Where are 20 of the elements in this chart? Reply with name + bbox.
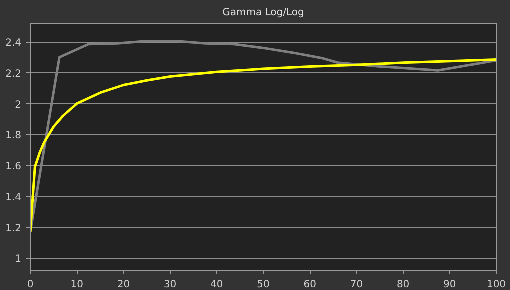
y-tick-label: 1.6 (6, 162, 22, 173)
y-tick-label: 2 (15, 100, 22, 111)
y-tick-label: 2.4 (6, 38, 22, 50)
x-tick-label: 30 (164, 280, 177, 290)
y-tick-label: 1.4 (6, 192, 22, 204)
x-tick-label: 40 (210, 280, 224, 290)
y-tick-label: 1 (15, 254, 22, 266)
x-tick-label: 20 (117, 280, 130, 290)
x-tick-label: 80 (396, 280, 410, 290)
y-tick-label: 1.2 (6, 223, 22, 234)
x-tick-label: 0 (27, 280, 34, 290)
y-tick-label: 1.8 (6, 130, 22, 142)
chart-title: Gamma Log/Log (222, 8, 304, 18)
x-tick-label: 50 (257, 280, 270, 290)
x-tick-label: 100 (486, 280, 506, 290)
x-tick-label: 60 (304, 280, 316, 290)
x-tick-label: 70 (350, 280, 364, 290)
y-tick-label: 2.2 (6, 68, 22, 80)
x-tick-label: 10 (70, 280, 84, 290)
x-tick-label: 90 (444, 280, 456, 290)
